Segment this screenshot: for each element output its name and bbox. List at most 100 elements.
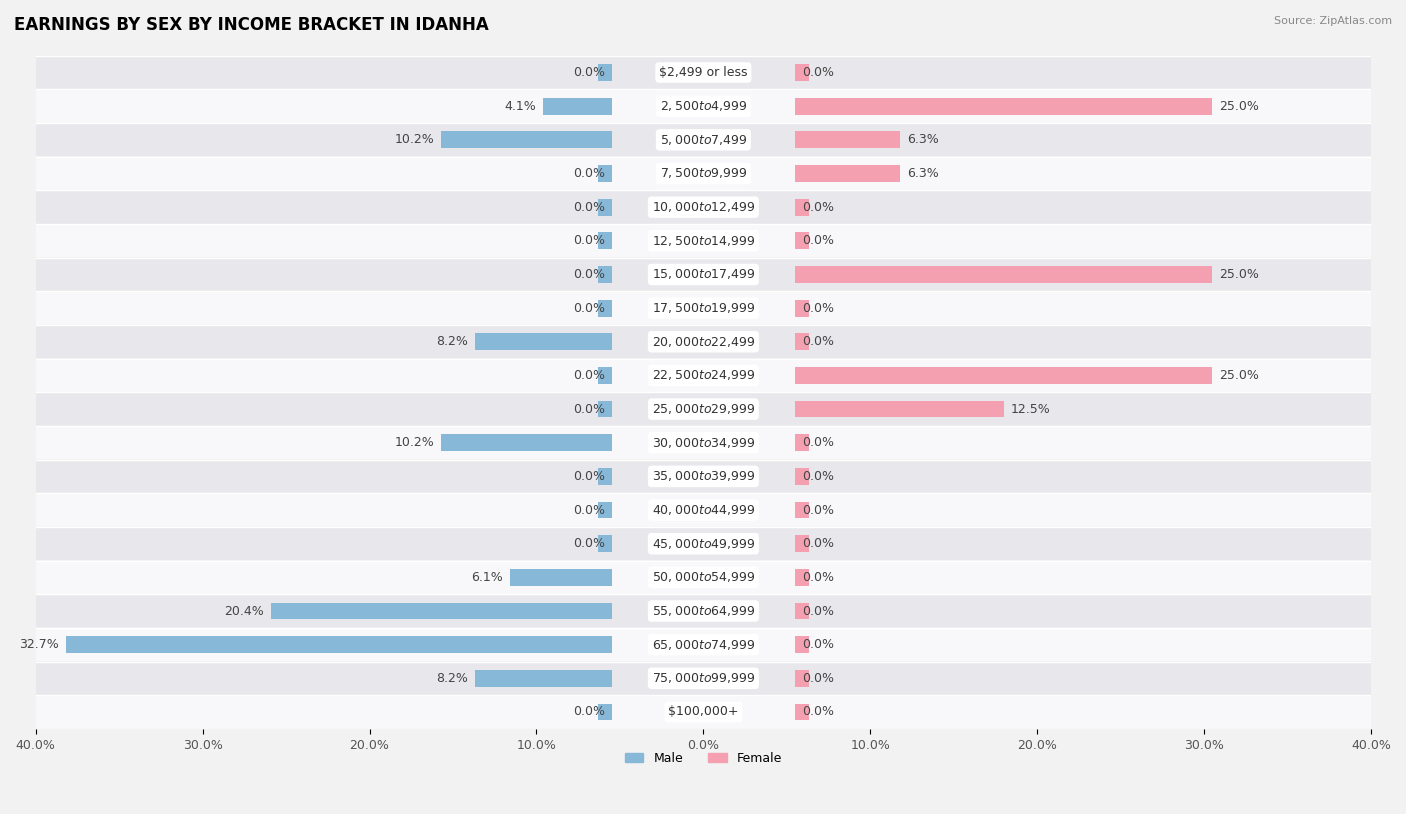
Bar (796, 266, 808, 283)
Bar (796, 468, 808, 485)
Text: 0.0%: 0.0% (801, 470, 834, 483)
Bar (598, 501, 612, 519)
FancyBboxPatch shape (35, 527, 1371, 561)
Bar (598, 569, 612, 586)
Text: 25.0%: 25.0% (1219, 268, 1258, 281)
Bar (796, 602, 808, 619)
Text: 0.0%: 0.0% (801, 605, 834, 618)
Bar (598, 98, 612, 115)
Text: $100,000+: $100,000+ (668, 706, 738, 719)
FancyBboxPatch shape (35, 156, 1371, 190)
Bar (598, 670, 612, 687)
FancyBboxPatch shape (35, 325, 1371, 359)
Bar (796, 300, 808, 317)
Bar (598, 232, 612, 249)
Bar (796, 232, 808, 249)
Text: 0.0%: 0.0% (572, 403, 605, 416)
Text: $15,000 to $17,499: $15,000 to $17,499 (651, 268, 755, 282)
Text: $25,000 to $29,999: $25,000 to $29,999 (652, 402, 755, 416)
Bar (598, 300, 612, 317)
Text: 0.0%: 0.0% (801, 706, 834, 719)
Bar (796, 703, 808, 720)
FancyBboxPatch shape (35, 55, 1371, 90)
Bar (796, 98, 1212, 115)
Text: 32.7%: 32.7% (20, 638, 59, 651)
Bar (441, 131, 612, 148)
Text: 0.0%: 0.0% (801, 302, 834, 315)
Bar (598, 131, 612, 148)
FancyBboxPatch shape (35, 224, 1371, 258)
Text: 0.0%: 0.0% (572, 369, 605, 382)
Bar (598, 266, 612, 283)
Text: 25.0%: 25.0% (1219, 369, 1258, 382)
Bar (796, 165, 900, 182)
Bar (796, 400, 1004, 418)
Bar (796, 670, 808, 687)
Bar (796, 400, 808, 418)
Text: 0.0%: 0.0% (572, 167, 605, 180)
Text: 10.2%: 10.2% (395, 133, 434, 147)
FancyBboxPatch shape (35, 493, 1371, 527)
Text: 0.0%: 0.0% (572, 268, 605, 281)
Bar (796, 536, 808, 552)
FancyBboxPatch shape (35, 123, 1371, 156)
Bar (796, 637, 808, 653)
Bar (796, 131, 808, 148)
Text: 12.5%: 12.5% (1011, 403, 1050, 416)
Text: $50,000 to $54,999: $50,000 to $54,999 (651, 571, 755, 584)
FancyBboxPatch shape (35, 695, 1371, 729)
FancyBboxPatch shape (35, 426, 1371, 460)
Bar (598, 435, 612, 451)
FancyBboxPatch shape (35, 291, 1371, 325)
Text: $7,500 to $9,999: $7,500 to $9,999 (659, 167, 747, 181)
Text: $2,499 or less: $2,499 or less (659, 66, 748, 79)
Text: $40,000 to $44,999: $40,000 to $44,999 (651, 503, 755, 517)
Text: 0.0%: 0.0% (801, 571, 834, 584)
Bar (796, 501, 808, 519)
FancyBboxPatch shape (35, 460, 1371, 493)
Text: $2,500 to $4,999: $2,500 to $4,999 (659, 99, 747, 113)
Bar (271, 602, 612, 619)
Bar (796, 64, 808, 81)
Text: $35,000 to $39,999: $35,000 to $39,999 (651, 470, 755, 484)
Text: 0.0%: 0.0% (572, 200, 605, 213)
Bar (796, 367, 1212, 384)
Bar (796, 367, 808, 384)
Text: 10.2%: 10.2% (395, 436, 434, 449)
Text: $5,000 to $7,499: $5,000 to $7,499 (659, 133, 747, 147)
Text: 0.0%: 0.0% (572, 706, 605, 719)
FancyBboxPatch shape (35, 628, 1371, 662)
Text: 0.0%: 0.0% (801, 234, 834, 247)
Bar (598, 703, 612, 720)
Text: $65,000 to $74,999: $65,000 to $74,999 (651, 637, 755, 652)
Text: 0.0%: 0.0% (572, 66, 605, 79)
Bar (598, 334, 612, 350)
Text: Source: ZipAtlas.com: Source: ZipAtlas.com (1274, 16, 1392, 26)
Text: 6.1%: 6.1% (471, 571, 503, 584)
FancyBboxPatch shape (35, 594, 1371, 628)
Bar (598, 536, 612, 552)
Text: EARNINGS BY SEX BY INCOME BRACKET IN IDANHA: EARNINGS BY SEX BY INCOME BRACKET IN IDA… (14, 16, 489, 34)
Text: 0.0%: 0.0% (801, 335, 834, 348)
FancyBboxPatch shape (35, 190, 1371, 224)
Text: $55,000 to $64,999: $55,000 to $64,999 (651, 604, 755, 618)
Bar (598, 400, 612, 418)
Text: 6.3%: 6.3% (907, 133, 939, 147)
Bar (510, 569, 612, 586)
Text: $75,000 to $99,999: $75,000 to $99,999 (651, 672, 755, 685)
Legend: Male, Female: Male, Female (620, 746, 787, 770)
Text: $30,000 to $34,999: $30,000 to $34,999 (651, 435, 755, 450)
Bar (598, 637, 612, 653)
Bar (475, 670, 612, 687)
Text: 0.0%: 0.0% (572, 234, 605, 247)
Text: 20.4%: 20.4% (225, 605, 264, 618)
Text: $45,000 to $49,999: $45,000 to $49,999 (651, 536, 755, 551)
Text: 8.2%: 8.2% (436, 335, 468, 348)
Bar (598, 602, 612, 619)
Bar (475, 334, 612, 350)
Text: $17,500 to $19,999: $17,500 to $19,999 (651, 301, 755, 315)
FancyBboxPatch shape (35, 392, 1371, 426)
Text: 0.0%: 0.0% (801, 66, 834, 79)
Text: $22,500 to $24,999: $22,500 to $24,999 (651, 369, 755, 383)
Bar (796, 199, 808, 216)
